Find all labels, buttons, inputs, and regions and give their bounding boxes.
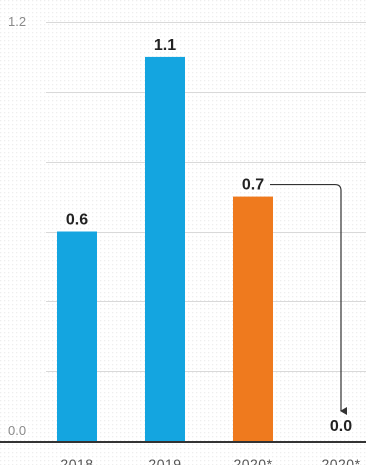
category-label-0: 2018 [60, 456, 93, 465]
y-tick-label-1: 1.2 [8, 14, 26, 29]
arrow-path [270, 183, 347, 415]
y-axis-ticks: 0.0 1.2 [8, 14, 26, 438]
category-label-3: 2020* [321, 456, 360, 465]
x-axis-categories: 2018 2019 2020* 2020* [60, 456, 360, 465]
gridlines [46, 22, 366, 372]
data-labels: 0.6 1.1 0.7 0.0 [66, 37, 352, 435]
category-label-1: 2019 [148, 456, 181, 465]
bar-0 [57, 231, 97, 441]
bars [57, 56, 273, 442]
data-label-1: 1.1 [154, 37, 176, 54]
data-label-0: 0.6 [66, 212, 88, 229]
data-label-2: 0.7 [242, 177, 264, 194]
y-tick-label-0: 0.0 [8, 423, 26, 438]
bar-2 [233, 196, 273, 441]
bar-1 [145, 56, 185, 442]
category-label-2: 2020* [233, 456, 272, 465]
data-label-3: 0.0 [330, 418, 352, 435]
arrow-annotation [270, 183, 347, 415]
